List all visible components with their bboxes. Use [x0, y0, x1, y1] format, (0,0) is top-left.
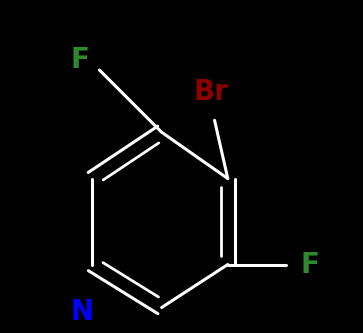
Text: F: F	[301, 250, 319, 278]
Text: F: F	[70, 46, 89, 74]
Text: Br: Br	[194, 78, 229, 106]
Text: N: N	[71, 298, 94, 326]
